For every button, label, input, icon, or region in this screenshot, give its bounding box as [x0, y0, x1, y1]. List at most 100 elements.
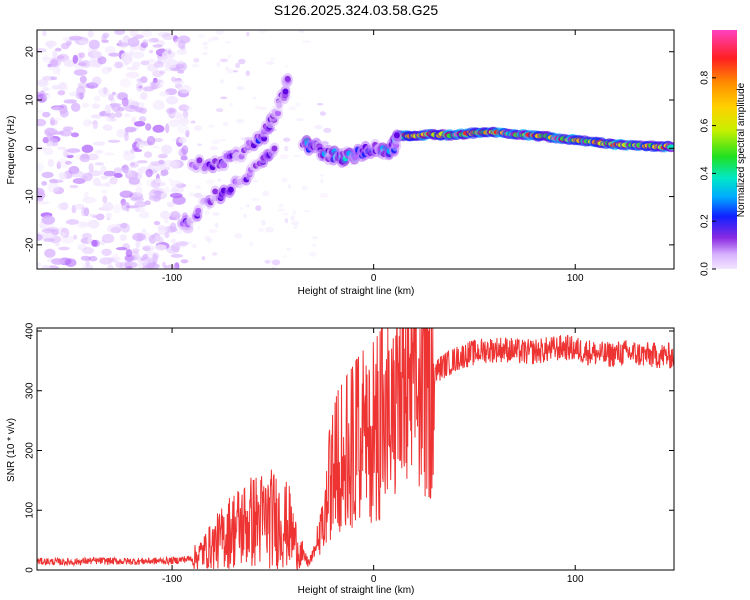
- spectrogram-noise-blob: [177, 123, 189, 134]
- spectrogram-noise-blob: [109, 103, 122, 107]
- spectrogram-noise-blob: [135, 239, 141, 249]
- spectrogram-noise-blob: [164, 47, 173, 55]
- spectrogram-noise-blob: [41, 76, 46, 85]
- spectrogram-noise-blob: [209, 146, 219, 151]
- spectrogram-noise-blob: [119, 190, 133, 198]
- spectrogram-noise-blob: [104, 112, 110, 122]
- snr-x-label: Height of straight line (km): [298, 585, 415, 596]
- spectrogram-noise-blob: [95, 149, 104, 154]
- spectrogram-noise-blob: [129, 30, 138, 37]
- spectrogram-noise-blob: [152, 44, 163, 48]
- spectrogram-noise-blob: [116, 106, 125, 112]
- spectrogram-noise-blob: [160, 210, 170, 220]
- spectrogram-noise-blob: [41, 171, 54, 179]
- spectrogram-noise-blob: [148, 37, 160, 43]
- spectrogram-noise-blob: [37, 79, 48, 85]
- spectrogram-noise-blob: [101, 39, 109, 43]
- spectrogram-noise-blob: [120, 223, 131, 233]
- spectrogram-noise-blob: [104, 46, 116, 54]
- spectrogram-noise-blob: [37, 79, 49, 87]
- colorbar-label: Normalized spectral amplitude: [736, 82, 747, 217]
- spectrogram-noise-blob: [294, 225, 298, 229]
- spectrogram-noise-blob: [114, 61, 123, 69]
- spectrogram-noise-blob: [70, 170, 84, 178]
- spectrogram-noise-blob: [102, 124, 113, 131]
- spectrogram-noise-blob: [207, 237, 213, 244]
- spectrogram-noise-blob: [113, 173, 123, 178]
- spectrogram-noise-blob: [114, 30, 126, 35]
- spectrogram-noise-blob: [97, 56, 107, 65]
- spectrogram-noise-blob: [85, 257, 90, 267]
- spectrogram-noise-blob: [81, 144, 94, 153]
- spectrogram-noise-blob: [180, 259, 189, 264]
- spectrogram-noise-blob: [197, 225, 201, 231]
- spectrogram-noise-blob: [129, 161, 139, 168]
- spectrogram-noise-blob: [245, 70, 250, 77]
- spectrogram-noise-blob: [127, 171, 133, 176]
- spectrogram-noise-blob: [56, 161, 62, 169]
- spectrogram-noise-blob: [72, 54, 79, 64]
- spectrogram-noise-blob: [59, 109, 69, 118]
- spectrogram-noise-blob: [113, 167, 123, 175]
- spectrogram-noise-blob: [216, 61, 221, 67]
- spectrogram-noise-blob: [42, 111, 51, 118]
- spectrogram-track-core: [282, 88, 289, 95]
- spectrogram-noise-blob: [227, 68, 234, 74]
- spectrogram-noise-blob: [169, 222, 177, 233]
- spectrogram-noise-blob: [212, 212, 220, 216]
- snr-x-tick-label: 0: [371, 574, 377, 585]
- spectrogram-noise-blob: [246, 31, 250, 37]
- spectrogram-noise-blob: [55, 242, 60, 247]
- spectrogram-noise-blob: [159, 70, 166, 75]
- spectrogram-noise-blob: [113, 203, 122, 214]
- spectrogram-noise-blob: [124, 254, 135, 262]
- spectrogram-noise-blob: [264, 260, 270, 264]
- spectrogram-noise-blob: [152, 145, 160, 149]
- spectrogram-track-core: [195, 207, 202, 214]
- spectrogram-noise-blob: [118, 39, 123, 47]
- spectrogram-noise-blob: [291, 221, 300, 226]
- spectrogram-noise-blob: [51, 117, 62, 121]
- spectrogram-noise-blob: [153, 137, 164, 143]
- spectrogram-noise-blob: [141, 245, 155, 252]
- spectrogram-noise-blob: [311, 243, 317, 247]
- spectrogram-noise-blob: [88, 255, 98, 262]
- spectrogram-noise-blob: [88, 39, 100, 50]
- colorbar-tick-label: 0.2: [700, 214, 711, 228]
- spectrogram-noise-blob: [164, 217, 169, 224]
- spectrogram-noise-blob: [178, 148, 187, 158]
- spectrogram-noise-blob: [56, 66, 61, 75]
- spectrogram-noise-blob: [140, 60, 150, 66]
- spectrogram-noise-blob: [165, 88, 178, 96]
- spectrogram-noise-blob: [139, 211, 150, 219]
- spectrogram-x-tick-label: 100: [567, 273, 584, 284]
- spectrogram-noise-blob: [144, 200, 151, 206]
- spectrogram-noise-blob: [249, 241, 254, 247]
- spectrogram-noise-blob: [43, 147, 54, 155]
- spectrogram-noise-blob: [208, 124, 215, 128]
- spectrogram-noise-blob: [159, 90, 170, 97]
- spectrogram-noise-blob: [286, 248, 292, 251]
- snr-ticks: -100 0 100 0 100 200 300 400: [25, 322, 674, 585]
- snr-y-tick-label: 300: [25, 382, 36, 399]
- spectrogram-noise-blob: [131, 248, 140, 254]
- spectrogram-noise-blob: [281, 177, 288, 183]
- spectrogram-noise-blob: [125, 265, 133, 269]
- spectrogram-noise-blob: [87, 219, 100, 229]
- spectrogram-noise-blob: [160, 169, 169, 176]
- spectrogram-noise-blob: [101, 66, 111, 75]
- spectrogram-noise-blob: [175, 63, 185, 69]
- spectrogram-noise-blob: [229, 103, 233, 107]
- spectrogram-noise-blob: [70, 102, 81, 112]
- spectrogram-noise-blob: [125, 170, 139, 180]
- snr-y-tick-label: 100: [25, 501, 36, 518]
- spectrogram-noise-blob: [211, 139, 220, 145]
- spectrogram-noise-blob: [57, 158, 70, 168]
- spectrogram-noise-blob: [50, 76, 58, 81]
- spectrogram-noise-blob: [37, 200, 50, 205]
- spectrogram-noise-blob: [58, 246, 70, 251]
- spectrogram-noise-blob: [60, 232, 66, 238]
- spectrogram-noise-blob: [52, 64, 59, 75]
- colorbar-tick-label: 0.6: [700, 118, 711, 132]
